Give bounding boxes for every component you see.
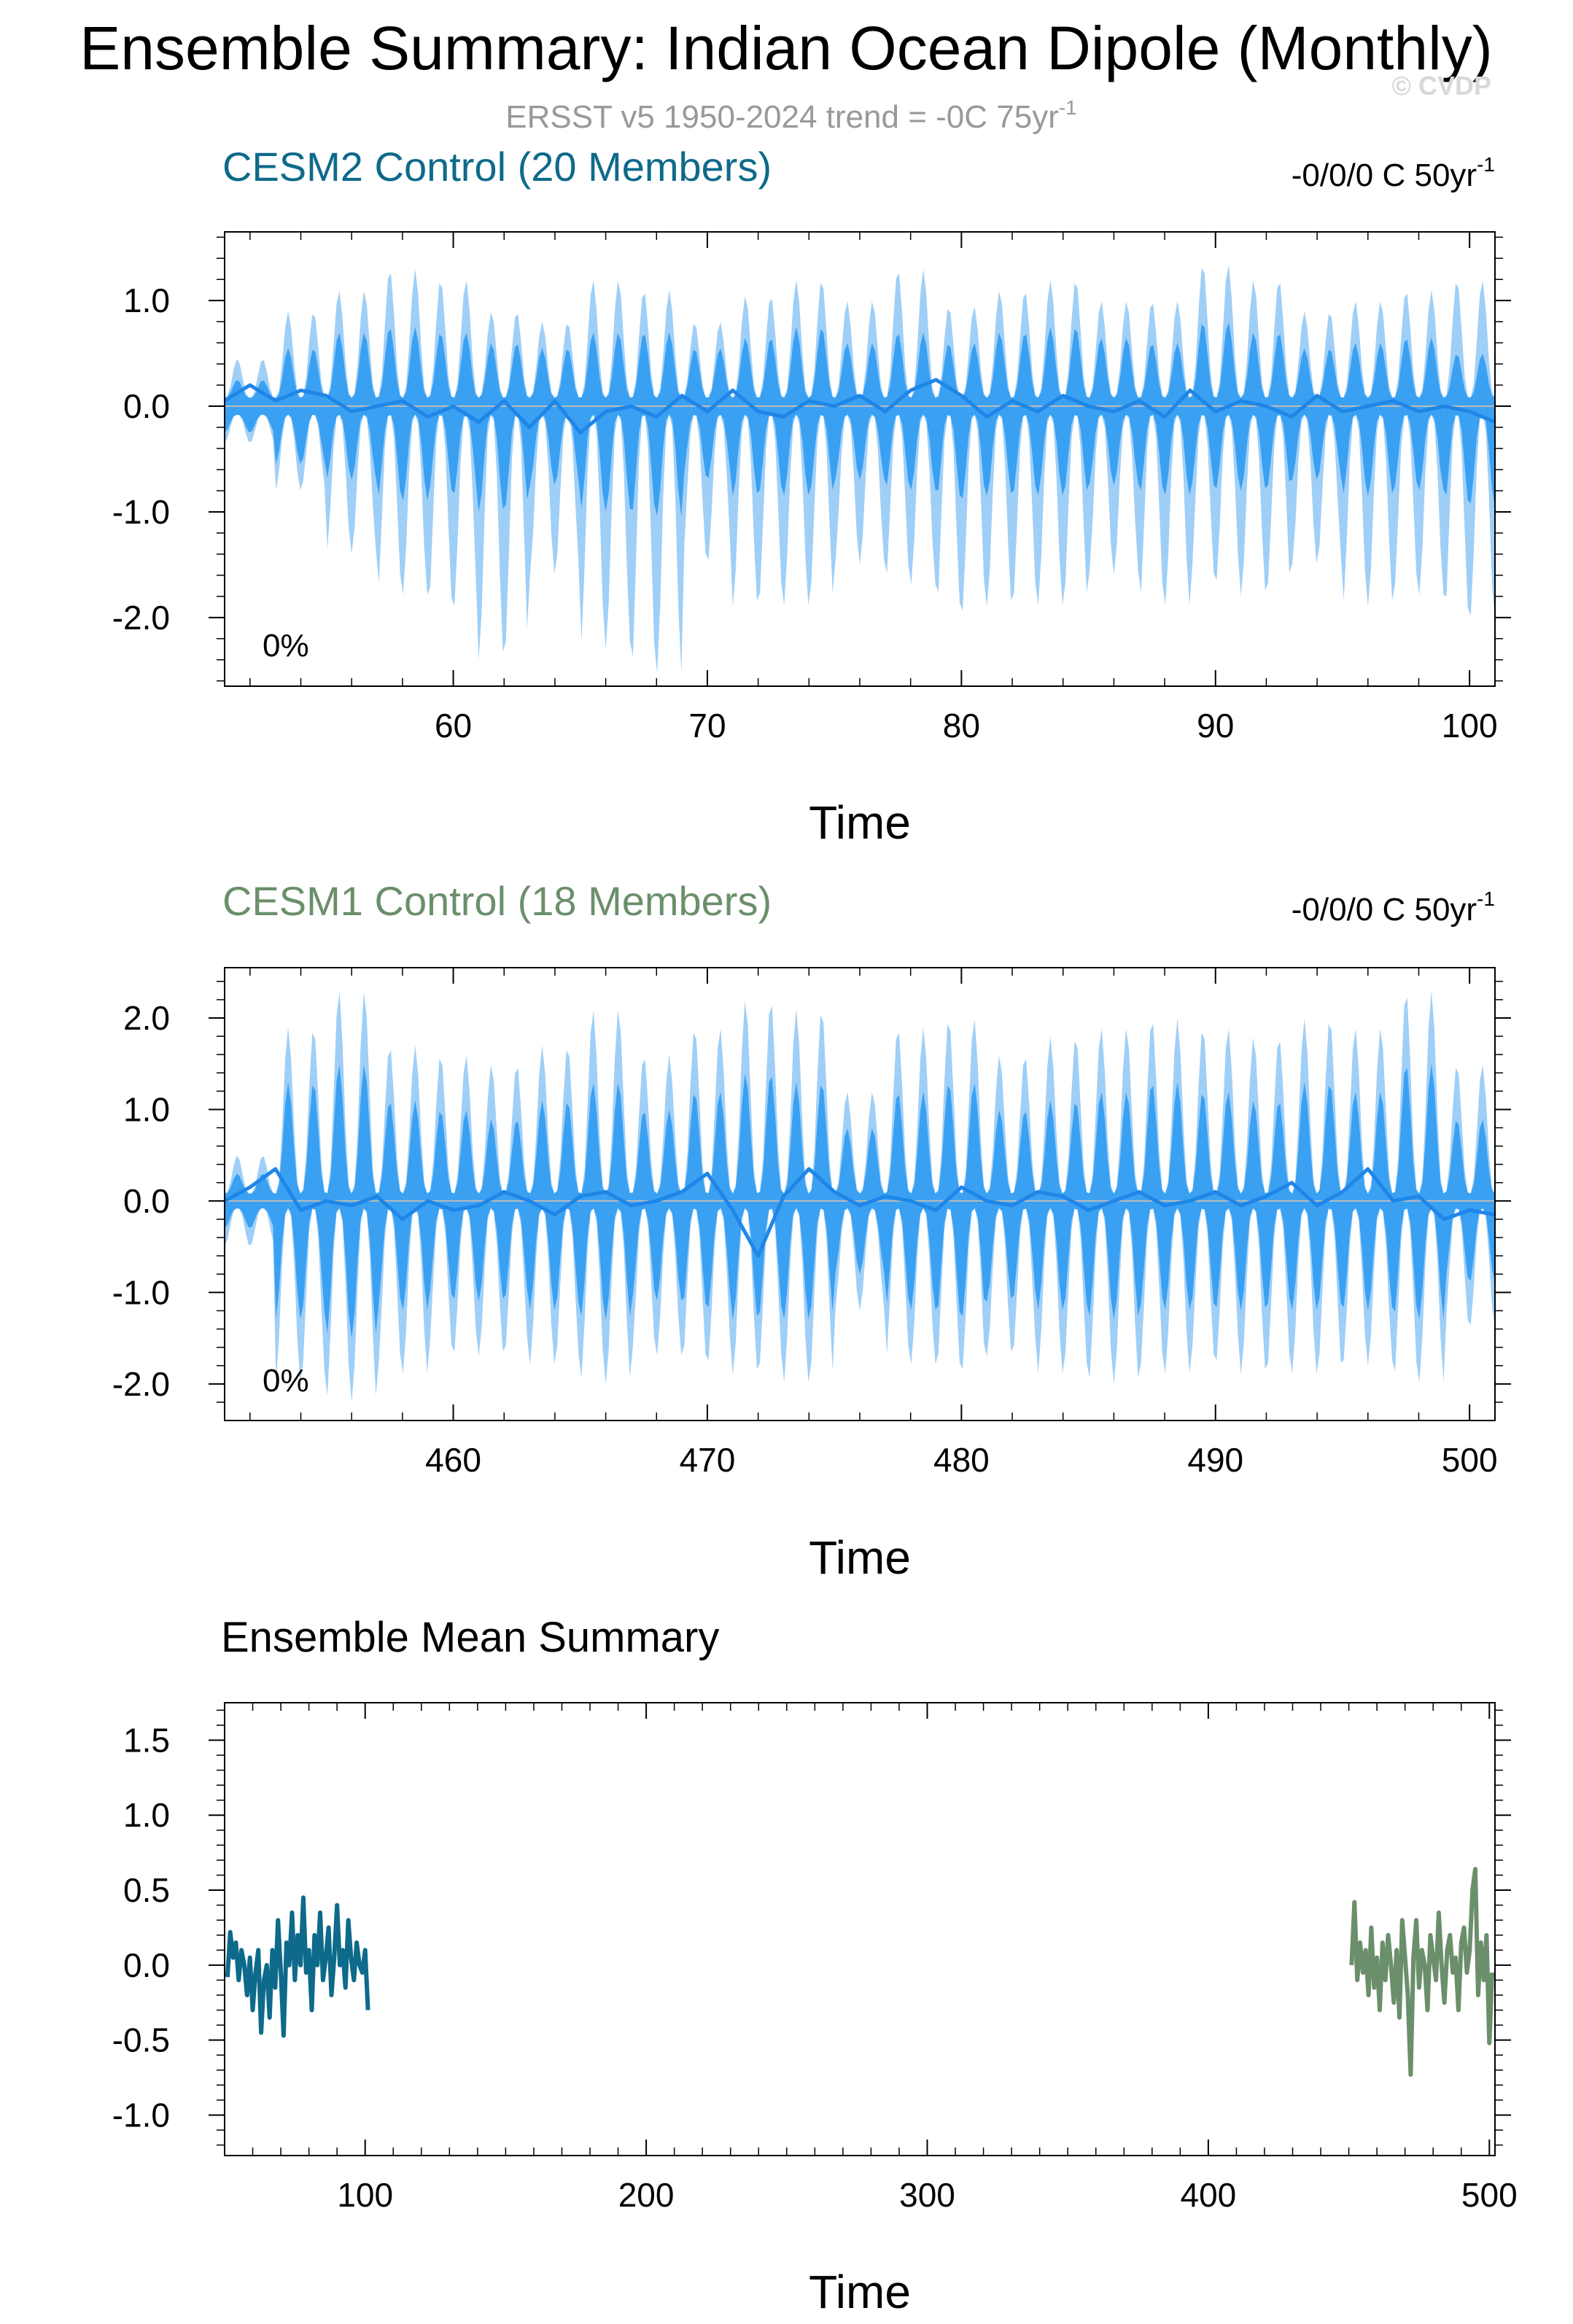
- y-tick-label: -2.0: [112, 1365, 170, 1403]
- panel-cesm2-x-axis-label: Time: [809, 796, 911, 849]
- y-tick-label: -1.0: [112, 1273, 170, 1311]
- y-tick-label: -2.0: [112, 599, 170, 637]
- x-tick-label: 60: [435, 707, 472, 745]
- y-tick-label: 0.0: [123, 387, 170, 425]
- y-tick-label: 0.0: [123, 1946, 170, 1984]
- x-tick-label: 460: [425, 1441, 481, 1479]
- x-tick-label: 200: [618, 2176, 675, 2214]
- ensemble-mean-line-cesm1: [1349, 1867, 1495, 2077]
- x-tick-label: 480: [933, 1441, 990, 1479]
- panel-ensemble-mean-frame: [224, 1702, 1496, 2156]
- panel-ensemble-mean-axes: 100 200 300 400 500 -1.0 -0.5 0.0 0.5 1.0 1.5: [112, 1703, 1518, 2214]
- panel-ensemble-mean: Ensemble Mean Summary 100 200 300 400 500 -1.…: [112, 1614, 1518, 2318]
- x-tick-label: 90: [1197, 707, 1234, 745]
- panel-cesm1-title: CESM1 Control (18 Members): [222, 878, 772, 924]
- panel-cesm1-axes: 460 470 480 490 500 -2.0 -1.0 0.0 1.0 2.0: [112, 968, 1511, 1479]
- x-tick-label: 100: [1442, 707, 1498, 745]
- panel-cesm2: CESM2 Control (20 Members) -0/0/0 C 50yr…: [112, 144, 1511, 849]
- y-tick-label: -0.5: [112, 2021, 170, 2059]
- y-tick-label: 1.0: [123, 281, 170, 319]
- panel-ensemble-mean-title: Ensemble Mean Summary: [221, 1614, 719, 1661]
- y-tick-label: 0.5: [123, 1871, 170, 1909]
- panel-cesm2-title: CESM2 Control (20 Members): [222, 144, 772, 190]
- ensemble-mean-line: [223, 378, 1496, 435]
- panel-cesm1-plot: [223, 990, 1496, 1402]
- x-tick-label: 80: [943, 707, 980, 745]
- x-tick-label: 500: [1442, 1441, 1498, 1479]
- x-tick-label: 100: [337, 2176, 393, 2214]
- panel-cesm2-percent: 0%: [263, 628, 309, 664]
- y-tick-label: 1.0: [123, 1090, 170, 1128]
- y-tick-label: -1.0: [112, 493, 170, 531]
- y-tick-label: 2.0: [123, 999, 170, 1037]
- panel-ensemble-mean-plot: [225, 1867, 1495, 2077]
- inner-spread-band: [225, 322, 1495, 516]
- panel-ensemble-mean-x-axis-label: Time: [809, 2266, 911, 2318]
- panel-cesm1-percent: 0%: [263, 1363, 309, 1399]
- figure-title: Ensemble Summary: Indian Ocean Dipole (M…: [79, 14, 1493, 82]
- x-tick-label: 70: [688, 707, 726, 745]
- figure-subtitle: ERSST v5 1950-2024 trend = -0C 75yr-1: [505, 96, 1077, 135]
- panel-cesm2-plot: [223, 265, 1496, 674]
- ensemble-mean-line-cesm2: [225, 1895, 370, 2038]
- ensemble-mean-line: [223, 1167, 1496, 1258]
- x-tick-label: 490: [1187, 1441, 1243, 1479]
- x-tick-label: 500: [1461, 2176, 1518, 2214]
- y-tick-label: 1.0: [123, 1796, 170, 1834]
- x-tick-label: 300: [899, 2176, 955, 2214]
- y-tick-label: 0.0: [123, 1182, 170, 1220]
- panel-cesm1-trend: -0/0/0 C 50yr-1: [1292, 887, 1495, 928]
- y-tick-label: -1.0: [112, 2096, 170, 2134]
- panel-cesm1: CESM1 Control (18 Members) -0/0/0 C 50yr…: [112, 878, 1511, 1584]
- panel-cesm1-x-axis-label: Time: [809, 1531, 911, 1584]
- panel-cesm2-axes: 60 70 80 90 100 -2.0 -1.0 0.0 1.0: [112, 232, 1511, 745]
- y-tick-label: 1.5: [123, 1721, 170, 1759]
- watermark-label: © CVDP: [1391, 71, 1491, 101]
- panel-cesm2-trend: -0/0/0 C 50yr-1: [1292, 153, 1495, 193]
- x-tick-label: 470: [680, 1441, 736, 1479]
- x-tick-label: 400: [1181, 2176, 1237, 2214]
